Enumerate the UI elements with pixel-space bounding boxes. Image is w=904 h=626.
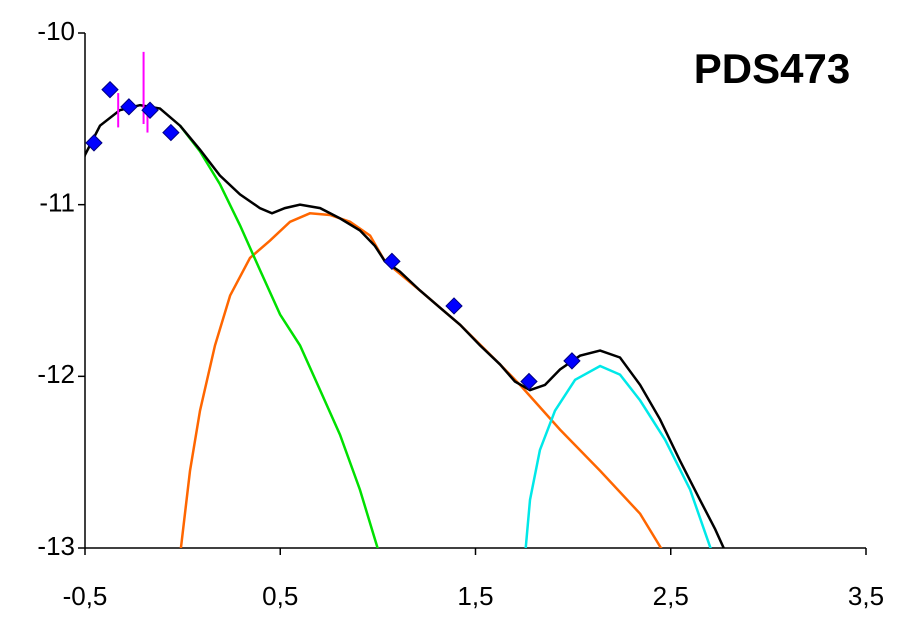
data-point (563, 352, 581, 370)
y-tick-label: -11 (39, 188, 75, 218)
curve (179, 212, 663, 548)
data-point (85, 134, 103, 152)
data-point (520, 372, 538, 391)
x-tick-label: -0,5 (63, 581, 108, 611)
y-tick-label: -13 (37, 531, 75, 561)
data-point (445, 297, 463, 315)
data-point (120, 98, 138, 116)
data-point (383, 252, 401, 271)
y-tick-label: -10 (37, 16, 75, 46)
x-tick-label: 1,5 (457, 581, 493, 611)
data-point (141, 101, 159, 119)
curve (179, 124, 379, 548)
data-point (162, 123, 180, 142)
x-tick-label: 3,5 (848, 581, 884, 611)
data-point (101, 80, 119, 99)
x-tick-label: 2,5 (653, 581, 689, 611)
y-tick-label: -12 (37, 359, 75, 389)
x-tick-label: 0,5 (262, 581, 298, 611)
curve (524, 364, 712, 548)
chart-title: PDS473 (694, 45, 850, 92)
